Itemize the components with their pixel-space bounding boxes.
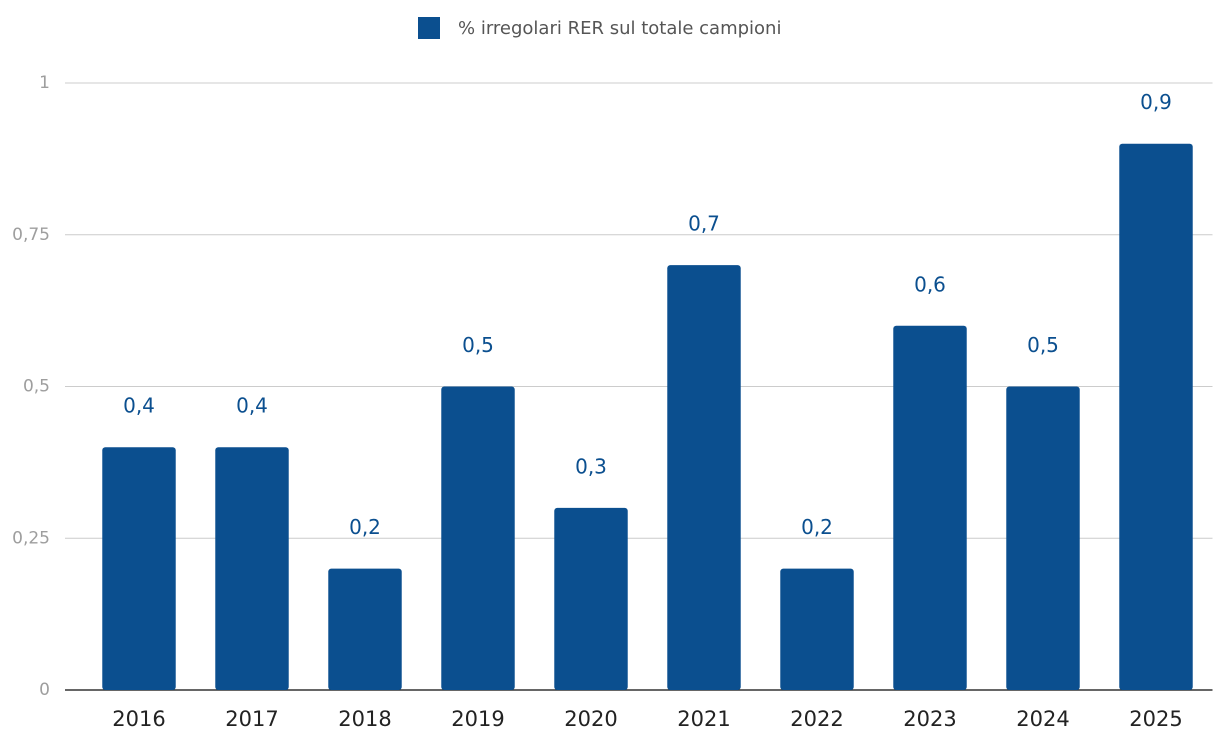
y-tick-label: 1 <box>39 73 50 93</box>
y-tick-label: 0,75 <box>12 225 50 245</box>
x-tick-label: 2021 <box>677 707 730 731</box>
legend-label: % irregolari RER sul totale campioni <box>458 18 781 39</box>
bar <box>893 325 967 690</box>
bar <box>441 386 515 690</box>
y-tick-label: 0 <box>39 680 50 700</box>
bar <box>554 507 628 690</box>
bar <box>667 265 741 690</box>
x-tick-label: 2025 <box>1129 707 1182 731</box>
y-tick-label: 0,25 <box>12 528 50 548</box>
bar <box>215 447 289 690</box>
data-label: 0,5 <box>1027 333 1059 357</box>
data-label: 0,4 <box>236 394 268 418</box>
x-tick-label: 2019 <box>451 707 504 731</box>
data-label: 0,2 <box>801 515 833 539</box>
data-label: 0,2 <box>349 515 381 539</box>
bar <box>102 447 176 690</box>
x-tick-label: 2020 <box>564 707 617 731</box>
data-label: 0,7 <box>688 212 720 236</box>
data-label: 0,4 <box>123 394 155 418</box>
legend-swatch <box>418 17 440 39</box>
x-tick-label: 2023 <box>903 707 956 731</box>
data-label: 0,5 <box>462 333 494 357</box>
bar <box>1119 143 1193 690</box>
bar <box>1006 386 1080 690</box>
x-tick-label: 2016 <box>112 707 165 731</box>
x-tick-label: 2018 <box>338 707 391 731</box>
bar <box>780 568 854 690</box>
x-tick-label: 2024 <box>1016 707 1069 731</box>
x-tick-label: 2017 <box>225 707 278 731</box>
data-label: 0,6 <box>914 272 946 296</box>
y-tick-label: 0,5 <box>23 377 50 397</box>
data-label: 0,3 <box>575 454 607 478</box>
x-tick-label: 2022 <box>790 707 843 731</box>
bar <box>328 568 402 690</box>
data-label: 0,9 <box>1140 90 1172 114</box>
